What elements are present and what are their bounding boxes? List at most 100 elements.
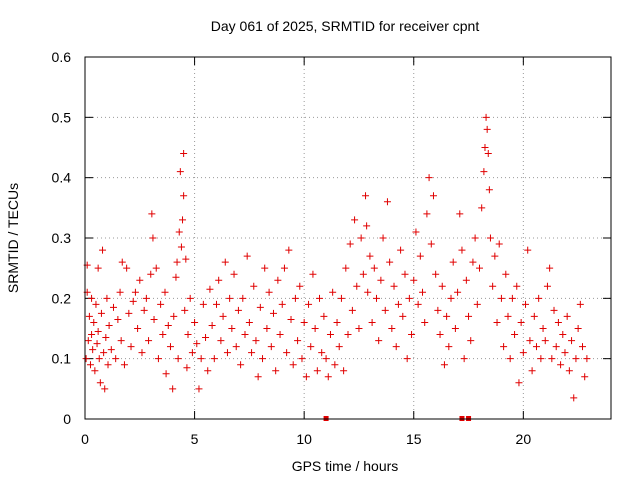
data-point [125, 309, 133, 317]
data-point [443, 312, 451, 320]
data-point [202, 334, 210, 342]
data-point [392, 343, 400, 351]
data-point [173, 258, 181, 266]
x-tick-label: 10 [296, 431, 312, 447]
points-layer [82, 113, 591, 421]
data-point [157, 300, 165, 308]
data-point [94, 264, 102, 272]
data-point [112, 355, 120, 363]
data-point [285, 246, 293, 254]
data-point [175, 228, 183, 236]
data-point [355, 325, 363, 332]
data-point [405, 294, 413, 302]
data-point [383, 198, 391, 206]
data-point [219, 312, 227, 320]
data-point [581, 373, 589, 381]
data-point [318, 349, 326, 357]
data-point [493, 318, 501, 326]
data-point [351, 216, 359, 224]
data-point [554, 318, 562, 326]
data-point [232, 343, 240, 351]
data-point [552, 343, 560, 351]
data-point [421, 318, 429, 326]
data-point [476, 264, 483, 272]
data-point [164, 321, 172, 329]
data-point [375, 337, 383, 345]
data-point [366, 252, 374, 260]
data-point [114, 315, 122, 323]
y-axis-label: SRMTID / TECUs [5, 183, 21, 293]
data-point [500, 343, 508, 351]
data-point [208, 321, 216, 329]
data-point [368, 318, 376, 326]
data-point [204, 367, 212, 375]
data-point [511, 331, 519, 339]
data-point [460, 355, 468, 363]
data-point [489, 282, 497, 290]
data-point [228, 325, 236, 332]
data-point [259, 355, 267, 363]
data-point [416, 252, 424, 260]
data-point [528, 367, 536, 375]
data-point [177, 243, 185, 251]
data-point [263, 325, 271, 332]
data-point [237, 361, 245, 369]
data-point [427, 240, 435, 248]
data-point [524, 246, 532, 254]
data-point [316, 294, 324, 302]
data-point [186, 294, 194, 302]
data-point [245, 318, 253, 326]
data-point [267, 343, 275, 351]
data-point [95, 355, 103, 363]
data-point [221, 258, 229, 266]
data-point [469, 258, 477, 266]
data-point [223, 349, 231, 357]
y-tick-label: 0.4 [52, 170, 72, 186]
data-point [161, 288, 169, 296]
data-point [179, 216, 187, 224]
data-point [434, 306, 442, 314]
data-point [149, 234, 157, 242]
data-point [386, 258, 394, 266]
data-point [298, 355, 306, 363]
data-point [568, 337, 576, 345]
data-point [548, 355, 556, 363]
data-point [117, 337, 125, 345]
data-point [537, 355, 545, 363]
data-point [335, 343, 343, 351]
data-point [480, 168, 488, 176]
data-point [82, 355, 90, 363]
data-point [254, 373, 262, 381]
data-point [357, 234, 365, 242]
data-point [574, 325, 582, 332]
data-point [403, 355, 411, 363]
data-point [248, 349, 256, 357]
data-point [401, 270, 409, 278]
data-point [410, 276, 418, 284]
data-point [485, 186, 493, 194]
data-point [570, 394, 578, 402]
data-point [432, 270, 440, 278]
data-point [213, 300, 220, 308]
data-point [250, 282, 258, 290]
data-point [147, 270, 155, 278]
data-point [142, 294, 150, 302]
data-point [363, 222, 371, 230]
data-point [118, 258, 126, 266]
data-point [206, 285, 214, 293]
tick-layer: 0 0.1 0.2 0.3 0.4 0.5 0.6 0 5 10 15 20 [52, 49, 611, 447]
data-point [381, 306, 389, 314]
data-point [467, 337, 475, 345]
data-point [261, 264, 269, 272]
data-point [364, 288, 372, 296]
data-point [539, 325, 547, 332]
data-point [495, 240, 503, 248]
data-point [508, 294, 516, 302]
data-point [90, 318, 98, 326]
data-point [449, 258, 457, 266]
data-point [91, 367, 99, 375]
data-point [287, 315, 295, 323]
data-point [337, 294, 345, 302]
data-point [300, 318, 308, 326]
